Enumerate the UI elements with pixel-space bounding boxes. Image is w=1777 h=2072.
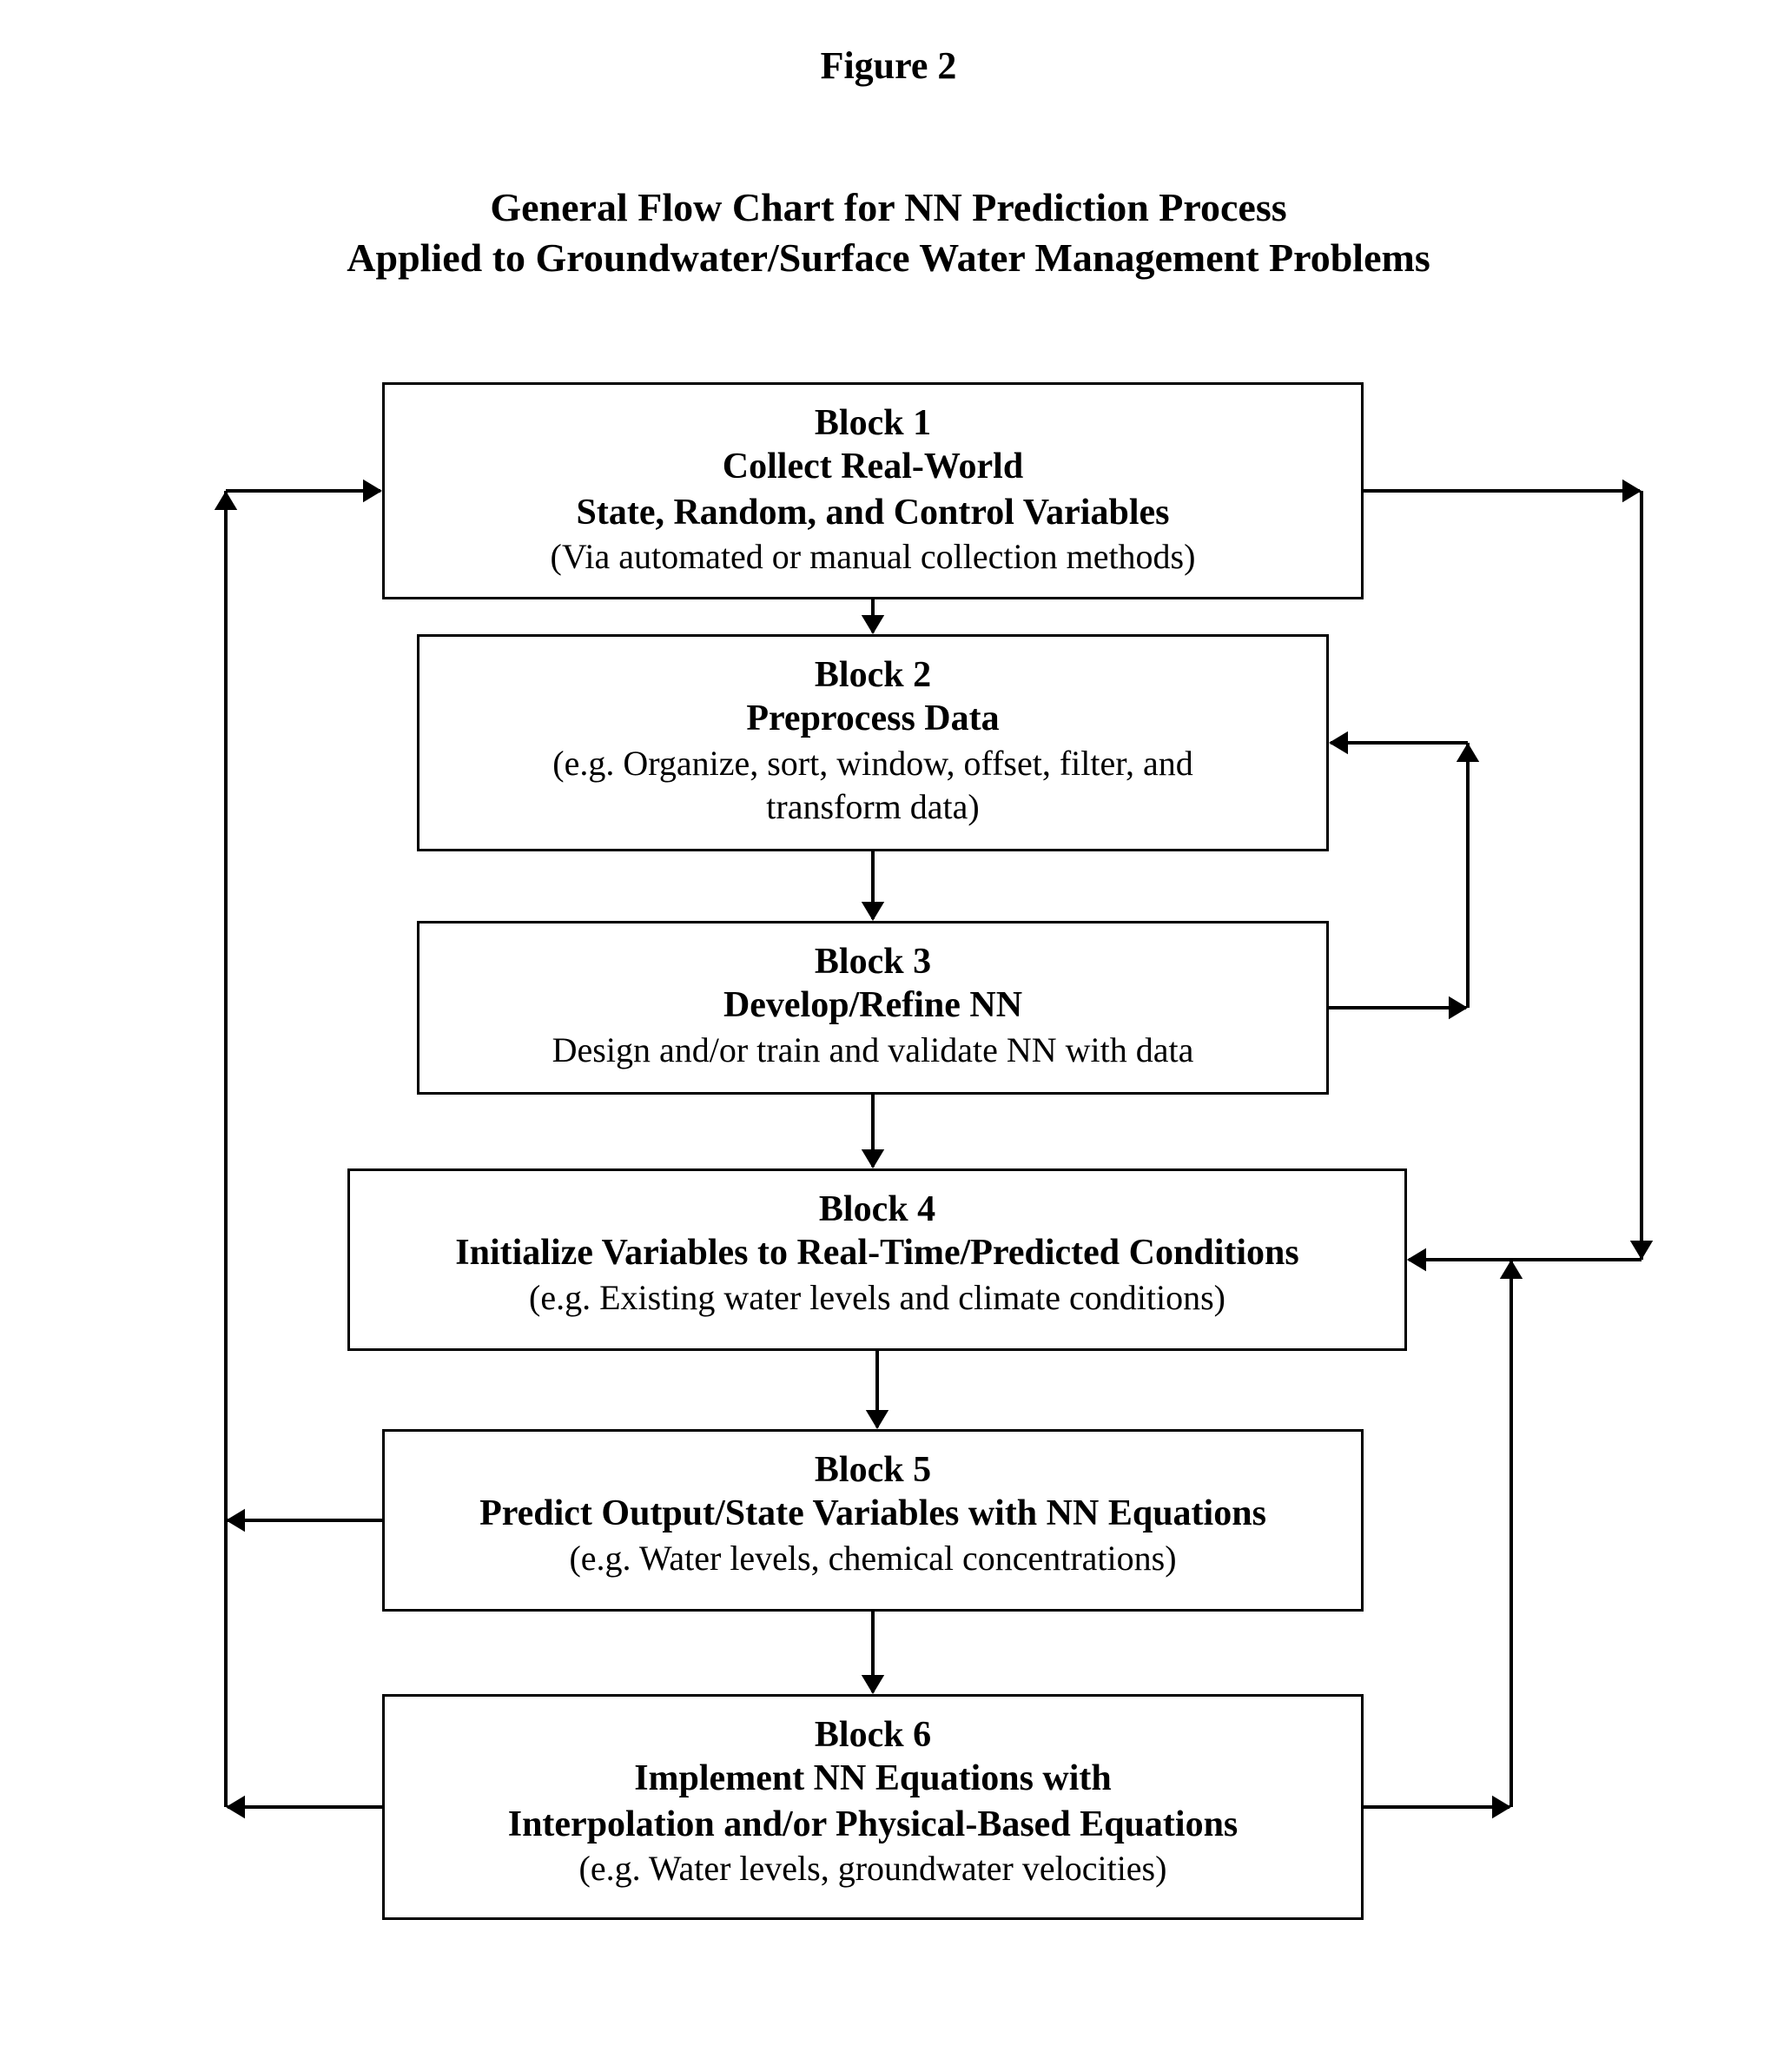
block-id: Block 6 — [411, 1714, 1335, 1756]
block-title: Develop/Refine NN — [446, 983, 1300, 1029]
page: Figure 2 General Flow Chart for NN Predi… — [0, 0, 1777, 2072]
flowchart-block-3: Block 3 Develop/Refine NN Design and/or … — [417, 921, 1329, 1095]
flowchart-block-2: Block 2 Preprocess Data (e.g. Organize, … — [417, 634, 1329, 851]
figure-label: Figure 2 — [0, 43, 1777, 88]
block-title: Implement NN Equations withInterpolation… — [411, 1756, 1335, 1847]
block-sub: (e.g. Organize, sort, window, offset, fi… — [446, 742, 1300, 829]
block-title: Collect Real-WorldState, Random, and Con… — [411, 444, 1335, 535]
block-sub: (e.g. Water levels, chemical concentrati… — [411, 1537, 1335, 1580]
block-sub: (e.g. Water levels, groundwater velociti… — [411, 1847, 1335, 1890]
flowchart-block-6: Block 6 Implement NN Equations withInter… — [382, 1694, 1364, 1920]
block-id: Block 5 — [411, 1449, 1335, 1491]
chart-title-line1: General Flow Chart for NN Prediction Pro… — [0, 182, 1777, 233]
block-sub: Design and/or train and validate NN with… — [446, 1029, 1300, 1072]
chart-title: General Flow Chart for NN Prediction Pro… — [0, 182, 1777, 282]
block-id: Block 4 — [376, 1188, 1378, 1230]
block-id: Block 3 — [446, 941, 1300, 983]
flowchart-block-5: Block 5 Predict Output/State Variables w… — [382, 1429, 1364, 1612]
block-title: Predict Output/State Variables with NN E… — [411, 1491, 1335, 1537]
flowchart-block-4: Block 4 Initialize Variables to Real-Tim… — [347, 1168, 1407, 1351]
block-sub: (e.g. Existing water levels and climate … — [376, 1276, 1378, 1320]
block-sub: (Via automated or manual collection meth… — [411, 535, 1335, 579]
flowchart-block-1: Block 1 Collect Real-WorldState, Random,… — [382, 382, 1364, 599]
block-title: Preprocess Data — [446, 696, 1300, 742]
chart-title-line2: Applied to Groundwater/Surface Water Man… — [0, 233, 1777, 283]
block-id: Block 1 — [411, 402, 1335, 444]
block-title: Initialize Variables to Real-Time/Predic… — [376, 1230, 1378, 1276]
block-id: Block 2 — [446, 654, 1300, 696]
